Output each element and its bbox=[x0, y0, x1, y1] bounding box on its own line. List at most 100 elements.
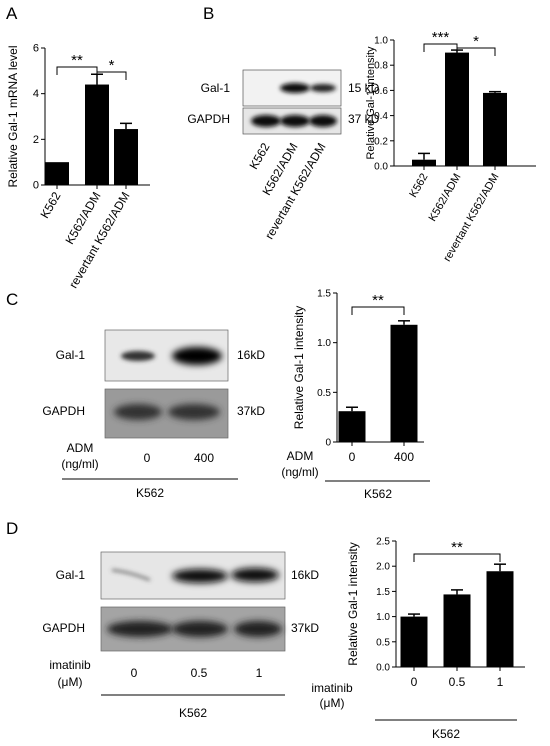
chart-c-cell-line: K562 bbox=[364, 487, 392, 501]
blot-b-size-gapdh: 37 kD bbox=[348, 112, 380, 126]
blot-d-gapdh-band-3 bbox=[234, 621, 282, 637]
blot-b-row-gapdh: GAPDH bbox=[187, 112, 230, 126]
blot-b-row-gal1: Gal-1 bbox=[201, 81, 231, 95]
chart-d-treatment-block: imatinib (μM) K562 bbox=[311, 681, 517, 741]
blot-d-row-gal1: Gal-1 bbox=[56, 568, 86, 582]
chart-c: 0 0.5 1.0 1.5 Relative Gal-1 intensity 0 400 ** bbox=[292, 289, 424, 464]
chart-d-bar-1 bbox=[443, 594, 471, 667]
blot-d-size-gal1: 16kD bbox=[291, 568, 319, 582]
blot-d-gal1-band-3 bbox=[231, 568, 279, 582]
chart-d-bar-0 bbox=[400, 616, 428, 667]
blot-c-unit: (ng/ml) bbox=[61, 457, 98, 471]
chart-d-cell-line: K562 bbox=[432, 727, 460, 741]
blot-b-gal1-band-3 bbox=[310, 84, 336, 92]
blot-b-gapdh-band-1 bbox=[251, 115, 281, 127]
chart-a-bar-0 bbox=[45, 162, 69, 185]
blot-d-dose-3: 1 bbox=[256, 666, 263, 680]
chart-c-ytick-label-3: 1.5 bbox=[317, 289, 331, 300]
blot-b-size-gal1: 15 kD bbox=[348, 81, 380, 95]
chart-d-bar-2 bbox=[486, 571, 514, 667]
chart-a-ytick-label-2: 4 bbox=[33, 88, 39, 100]
chart-b-ytick-label-0: 0.0 bbox=[374, 162, 388, 173]
blot-d-size-gapdh: 37kD bbox=[291, 621, 319, 635]
chart-c-unit: (ng/ml) bbox=[281, 465, 318, 479]
chart-a-sig-bracket-1 bbox=[96, 71, 127, 80]
chart-b-ytick-label-3: 0.6 bbox=[374, 86, 388, 97]
chart-c-ylabel: Relative Gal-1 intensity bbox=[292, 306, 306, 429]
blot-d-treatment: imatinib bbox=[49, 658, 91, 672]
blot-c-gal1-band-2 bbox=[172, 347, 222, 365]
chart-c-sig-label-0: ** bbox=[372, 292, 384, 309]
chart-c-xlabel-1: 400 bbox=[394, 450, 414, 464]
chart-c-treatment: ADM bbox=[287, 449, 314, 463]
chart-a-sig-label-1: * bbox=[109, 57, 115, 74]
blot-c-size-gal1: 16kD bbox=[237, 348, 265, 362]
chart-b-xlabel-0: K562 bbox=[407, 172, 430, 200]
blot-d-row-gapdh: GAPDH bbox=[42, 621, 85, 635]
chart-d-ytick-label-3: 1.5 bbox=[376, 587, 390, 598]
blot-b-gapdh-band-3 bbox=[309, 115, 337, 127]
chart-d-ytick-label-0: 0.0 bbox=[376, 663, 390, 674]
chart-d-ytick-label-1: 0.5 bbox=[376, 637, 390, 648]
chart-c-ytick-label-0: 0 bbox=[325, 438, 331, 449]
blot-d-cell-line: K562 bbox=[179, 706, 207, 720]
chart-b-ylabel: Relative Gal-1 intensity bbox=[365, 46, 377, 160]
chart-c-treatment-block: ADM (ng/ml) K562 bbox=[281, 449, 430, 501]
chart-b-sig-bracket-1 bbox=[456, 47, 496, 56]
chart-d-ylabel: Relative Gal-1 intensity bbox=[346, 542, 360, 665]
chart-c-bar-1 bbox=[390, 324, 418, 442]
chart-b-sig-label-0: *** bbox=[432, 29, 450, 46]
chart-d-ytick-label-4: 2.0 bbox=[376, 562, 390, 573]
chart-b-bar-2 bbox=[483, 92, 507, 166]
western-blot-d: Gal-1 GAPDH 16kD 37kD imatinib (μM) 0 0.… bbox=[42, 551, 319, 720]
chart-b-bar-0 bbox=[412, 159, 436, 166]
blot-c-cell-line: K562 bbox=[136, 486, 164, 500]
blot-c-gal1-band-1 bbox=[121, 351, 155, 361]
chart-a-bar-2 bbox=[114, 129, 138, 185]
chart-b-bar-1 bbox=[445, 52, 469, 166]
chart-b-xlabel-1: K562/ADM bbox=[427, 172, 464, 224]
chart-b-ytick-label-1: 0.2 bbox=[374, 136, 388, 147]
chart-a-ytick-label-3: 6 bbox=[33, 43, 39, 55]
blot-d-dose-2: 0.5 bbox=[191, 666, 208, 680]
blot-c-gapdh-band-1 bbox=[114, 404, 162, 420]
chart-a-xlabel-0: K562 bbox=[37, 189, 63, 221]
blot-d-gapdh-band-1 bbox=[107, 621, 173, 637]
blot-c-size-gapdh: 37kD bbox=[237, 404, 265, 418]
panel-label-b: B bbox=[203, 4, 214, 23]
chart-d-ytick-label-5: 2.5 bbox=[376, 537, 390, 548]
chart-a-ytick-label-0: 0 bbox=[33, 180, 39, 192]
chart-b-ytick-label-5: 1.0 bbox=[374, 36, 388, 47]
western-blot-b: Gal-1 GAPDH 15 kD 37 kD K562 K562/ADM re… bbox=[187, 69, 380, 242]
chart-d-xlabel-1: 0.5 bbox=[449, 675, 466, 689]
chart-a-ylabel: Relative Gal-1 mRNA level bbox=[6, 45, 20, 187]
chart-a-sig-bracket-0 bbox=[56, 66, 98, 75]
blot-b-gal1-band-2 bbox=[280, 83, 310, 93]
chart-c-bar-0 bbox=[338, 411, 366, 442]
blot-c-gapdh-band-2 bbox=[168, 404, 220, 420]
chart-d: 0.0 0.5 1.0 1.5 2.0 2.5 Relative Gal-1 intensi… bbox=[346, 537, 525, 689]
chart-c-ytick-label-2: 1.0 bbox=[317, 338, 331, 349]
chart-b-ytick-label-4: 0.8 bbox=[374, 61, 388, 72]
chart-c-sig-bracket-0 bbox=[351, 306, 405, 315]
chart-a-sig-label-0: ** bbox=[71, 52, 83, 69]
blot-d-gapdh-band-2 bbox=[172, 621, 228, 637]
blot-c-row-gapdh: GAPDH bbox=[42, 404, 85, 418]
chart-d-treatment: imatinib bbox=[311, 681, 353, 695]
chart-d-xlabel-2: 1 bbox=[497, 675, 504, 689]
chart-d-sig-label-0: ** bbox=[451, 539, 463, 556]
blot-d-gal1-band-1 bbox=[111, 569, 151, 581]
chart-d-sig-bracket-0 bbox=[413, 553, 501, 562]
chart-b-ytick-label-2: 0.4 bbox=[374, 111, 388, 122]
chart-d-unit: (μM) bbox=[320, 696, 345, 710]
panel-label-d: D bbox=[6, 519, 18, 538]
blot-d-unit: (μM) bbox=[58, 675, 83, 689]
chart-a-ytick-label-1: 2 bbox=[33, 134, 39, 146]
chart-d-ytick-label-2: 1.0 bbox=[376, 612, 390, 623]
western-blot-c: Gal-1 GAPDH 16kD 37kD ADM (ng/ml) 0 400 … bbox=[42, 329, 265, 500]
chart-c-xlabel-0: 0 bbox=[349, 450, 356, 464]
chart-c-ytick-label-1: 0.5 bbox=[317, 388, 331, 399]
blot-c-treatment: ADM bbox=[67, 441, 94, 455]
